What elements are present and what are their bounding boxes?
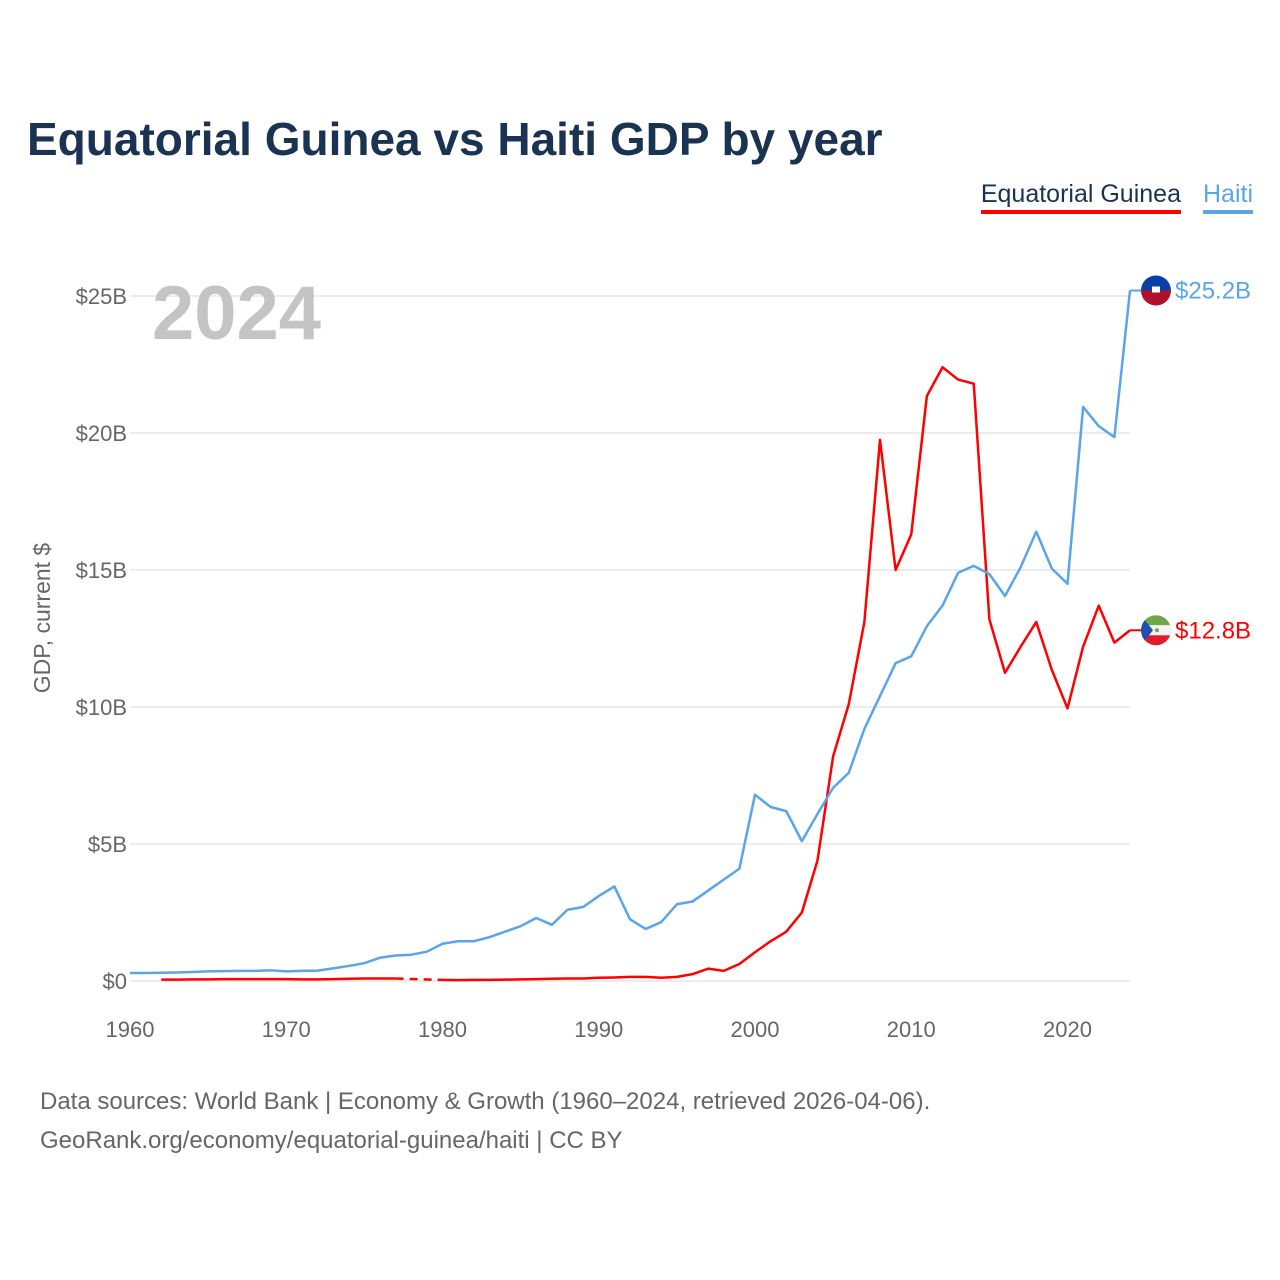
flag-stripe-green — [1141, 615, 1171, 626]
flag-emblem — [1152, 286, 1160, 293]
flag-stripe-blue — [1141, 275, 1171, 291]
equatorial-guinea-flag-icon — [1141, 615, 1171, 646]
flag-stripe-red — [1141, 290, 1171, 306]
y-tick-label: $5B — [88, 832, 127, 857]
haiti-flag-icon — [1141, 275, 1171, 306]
series-line-equatorial-guinea — [161, 977, 396, 981]
x-tick-label: 1990 — [574, 1017, 623, 1042]
end-value-label: $12.8B — [1175, 617, 1251, 644]
gap-dashed-line — [395, 977, 443, 982]
x-tick-label: 2020 — [1043, 1017, 1092, 1042]
x-tick-label: 1970 — [262, 1017, 311, 1042]
legend-item-equatorial-guinea[interactable]: Equatorial Guinea — [980, 180, 1181, 214]
year-watermark: 2024 — [152, 271, 321, 356]
series-line-haiti — [130, 290, 1132, 975]
y-tick-label: $10B — [76, 695, 127, 720]
footer-link[interactable]: GeoRank.org/economy/equatorial-guinea/ha… — [40, 1127, 623, 1154]
x-tick-label: 1960 — [106, 1017, 155, 1042]
y-tick-label: $15B — [76, 558, 127, 583]
y-tick-label: $0 — [103, 969, 127, 994]
x-tick-label: 2010 — [887, 1017, 936, 1042]
flag-body — [1141, 275, 1171, 306]
legend: Equatorial Guinea Haiti — [980, 180, 1253, 214]
flag-triangle — [1141, 615, 1153, 646]
end-value-label: $25.2B — [1175, 278, 1251, 305]
x-tick-label: 1980 — [418, 1017, 467, 1042]
flag-stripe-red — [1141, 635, 1171, 646]
flag-emblem — [1155, 628, 1159, 633]
flag-body — [1141, 615, 1171, 646]
y-tick-label: $25B — [76, 284, 127, 309]
y-tick-label: $20B — [76, 421, 127, 446]
footer: Data sources: World Bank | Economy & Gro… — [40, 1082, 930, 1160]
series-line-equatorial-guinea — [442, 365, 1131, 982]
x-tick-label: 2000 — [731, 1017, 780, 1042]
legend-item-haiti[interactable]: Haiti — [1202, 180, 1253, 214]
y-axis-title: GDP, current $ — [29, 543, 55, 694]
chart-title: Equatorial Guinea vs Haiti GDP by year — [27, 113, 883, 165]
footer-sources: Data sources: World Bank | Economy & Gro… — [40, 1088, 931, 1115]
